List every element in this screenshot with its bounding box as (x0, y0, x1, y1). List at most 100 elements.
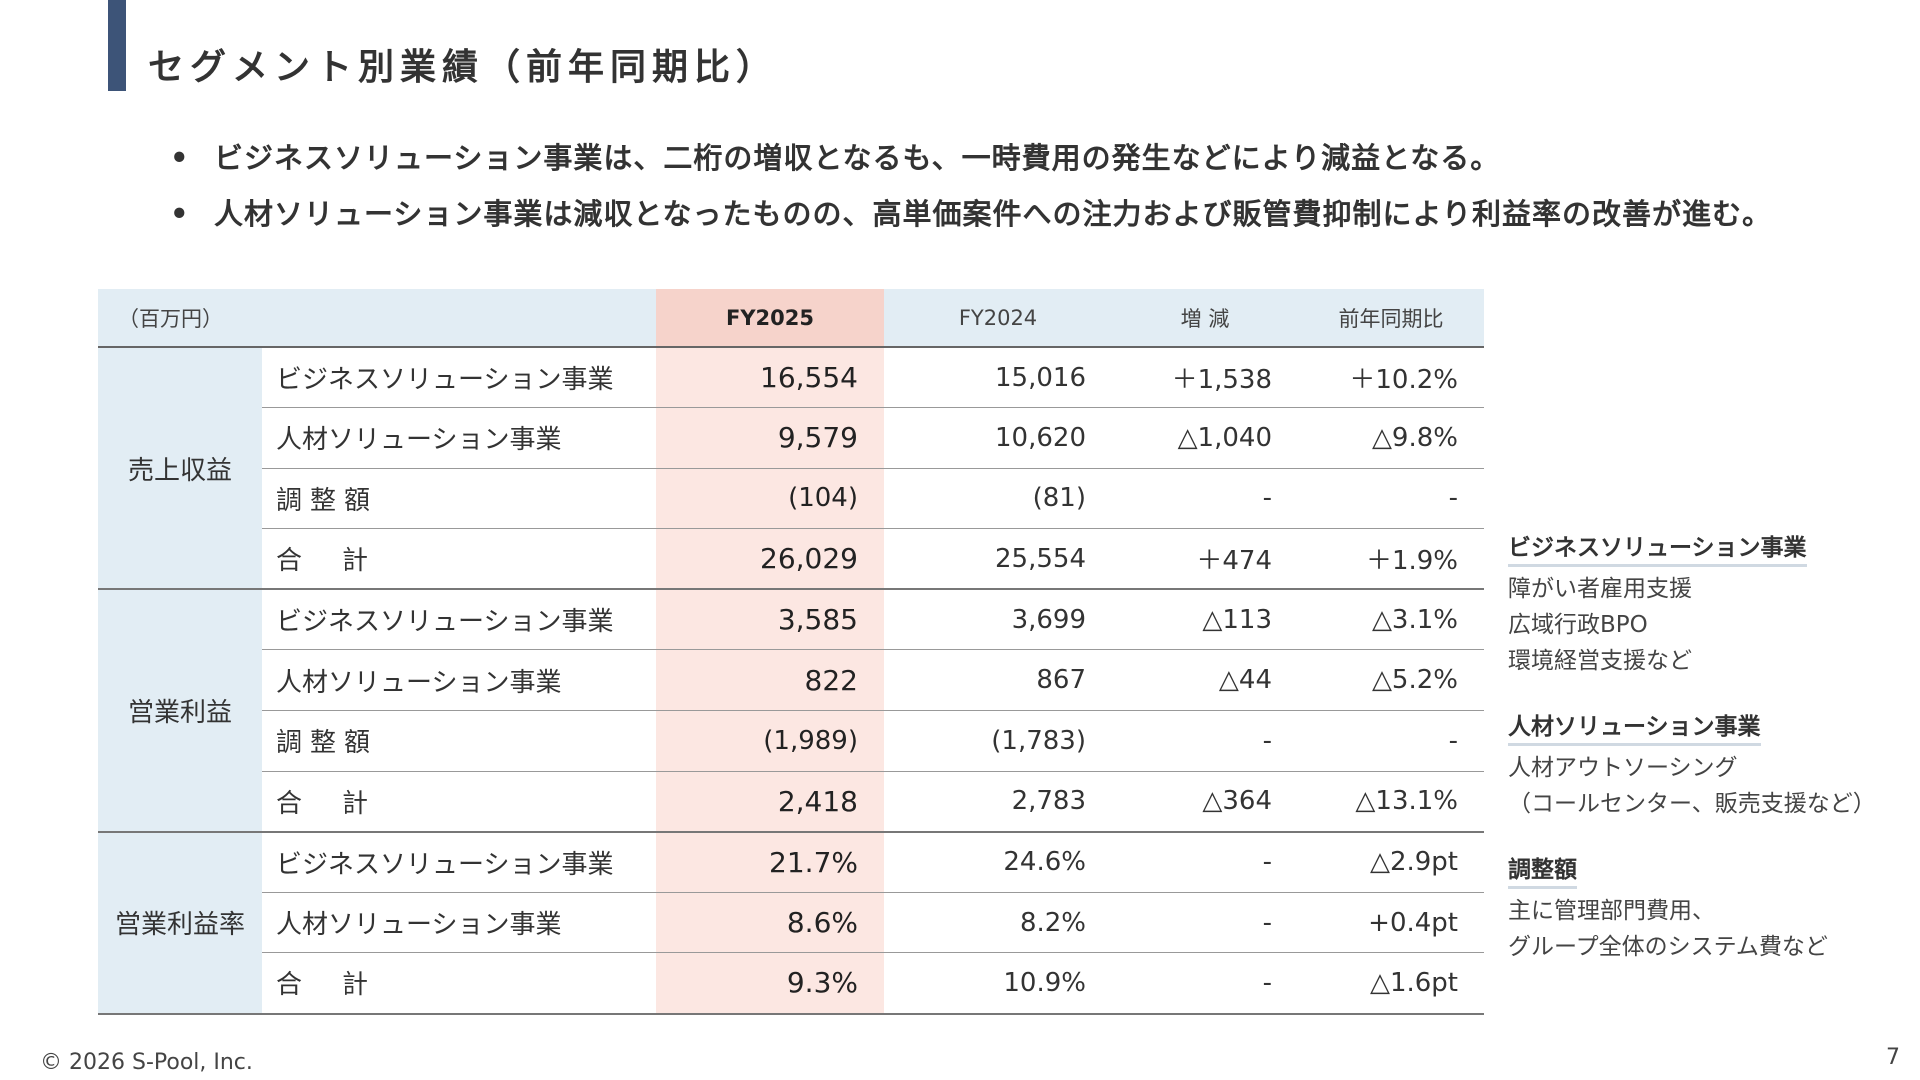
bullet-text: 人材ソリューション事業は減収となったものの、高単価案件への注力および販管費抑制に… (214, 197, 1772, 231)
group-label-operating-profit: 営業利益 (98, 589, 262, 833)
cell-yoy: △5.2% (1298, 649, 1484, 712)
summary-bullet: • ビジネスソリューション事業は、二桁の増収となるも、一時費用の発生などにより減… (162, 130, 1902, 186)
cell-fy2024: 24.6% (884, 831, 1112, 893)
cell-change: - (1112, 710, 1298, 772)
cell-fy2024: 3,699 (884, 589, 1112, 651)
summary-bullet: • 人材ソリューション事業は減収となったものの、高単価案件への注力および販管費抑… (162, 186, 1902, 242)
cell-fy2025: 3,585 (656, 589, 884, 651)
cell-yoy: - (1298, 468, 1484, 530)
note-adjustment: 調整額 主に管理部門費用、 グループ全体のシステム費など (1508, 850, 1908, 965)
table-header-row: （百万円） FY2025 FY2024 増 減 前年同期比 (98, 289, 1484, 348)
table-row: 調整額 (104) (81) - - (98, 468, 1484, 530)
cell-fy2025: (104) (656, 468, 884, 530)
copyright-footer: © 2026 S-Pool, Inc. (40, 1050, 253, 1075)
cell-yoy: △13.1% (1298, 771, 1484, 833)
cell-change: △364 (1112, 771, 1298, 833)
table-row: 合計 9.3% 10.9% - △1.6pt (98, 952, 1484, 1015)
cell-fy2024: 25,554 (884, 528, 1112, 591)
header-fy2025: FY2025 (656, 289, 884, 348)
row-label: 調整額 (262, 468, 656, 530)
cell-yoy: +0.4pt (1298, 892, 1484, 954)
cell-yoy: - (1298, 710, 1484, 772)
table-row: 合計 26,029 25,554 ＋474 ＋1.9% (98, 528, 1484, 591)
cell-fy2024: 867 (884, 649, 1112, 712)
cell-yoy: △1.6pt (1298, 952, 1484, 1015)
cell-yoy: ＋10.2% (1298, 347, 1484, 409)
cell-change: - (1112, 892, 1298, 954)
cell-fy2025: 9,579 (656, 407, 884, 469)
header-fy2024: FY2024 (884, 289, 1112, 348)
row-label: 人材ソリューション事業 (262, 407, 656, 469)
bullet-text: ビジネスソリューション事業は、二桁の増収となるも、一時費用の発生などにより減益と… (214, 141, 1501, 175)
cell-change: △44 (1112, 649, 1298, 712)
note-hr-solution: 人材ソリューション事業 人材アウトソーシング （コールセンター、販売支援など） (1508, 707, 1908, 822)
cell-change: - (1112, 952, 1298, 1015)
table-row: 人材ソリューション事業 822 867 △44 △5.2% (98, 649, 1484, 712)
row-label: ビジネスソリューション事業 (262, 589, 656, 651)
summary-bullets: • ビジネスソリューション事業は、二桁の増収となるも、一時費用の発生などにより減… (162, 130, 1902, 242)
cell-fy2025: 2,418 (656, 771, 884, 833)
table-row: 売上収益 ビジネスソリューション事業 16,554 15,016 ＋1,538 … (98, 347, 1484, 591)
note-line: （コールセンター、販売支援など） (1508, 791, 1876, 817)
note-line: グループ全体のシステム費など (1508, 934, 1828, 960)
cell-fy2024: 8.2% (884, 892, 1112, 954)
group-label-revenue: 売上収益 (98, 347, 262, 591)
cell-fy2024: 15,016 (884, 347, 1112, 409)
note-heading: ビジネスソリューション事業 (1508, 528, 1807, 567)
row-label: 人材ソリューション事業 (262, 649, 656, 712)
table-row: 人材ソリューション事業 9,579 10,620 △1,040 △9.8% (98, 407, 1484, 469)
note-line: 人材アウトソーシング (1508, 755, 1738, 781)
cell-fy2025: 822 (656, 649, 884, 712)
group-label-operating-margin: 営業利益率 (98, 831, 262, 1015)
row-label: 合計 (262, 771, 656, 833)
row-label: 合計 (262, 528, 656, 591)
cell-yoy: △3.1% (1298, 589, 1484, 651)
cell-fy2024: (81) (884, 468, 1112, 530)
note-line: 主に管理部門費用、 (1508, 898, 1715, 924)
note-line: 環境経営支援など (1508, 648, 1692, 674)
table-row: 営業利益 ビジネスソリューション事業 3,585 3,699 △113 △3.1… (98, 589, 1484, 833)
cell-fy2025: 8.6% (656, 892, 884, 954)
unit-label: （百万円） (98, 289, 656, 348)
cell-fy2025: (1,989) (656, 710, 884, 772)
note-heading: 人材ソリューション事業 (1508, 707, 1761, 746)
cell-change: - (1112, 831, 1298, 893)
cell-yoy: ＋1.9% (1298, 528, 1484, 591)
header-change: 増 減 (1112, 289, 1298, 348)
cell-fy2024: 2,783 (884, 771, 1112, 833)
cell-fy2025: 21.7% (656, 831, 884, 893)
note-business-solution: ビジネスソリューション事業 障がい者雇用支援 広域行政BPO 環境経営支援など (1508, 528, 1908, 679)
note-line: 広域行政BPO (1508, 612, 1648, 638)
note-line: 障がい者雇用支援 (1508, 576, 1692, 602)
cell-change: ＋474 (1112, 528, 1298, 591)
cell-change: - (1112, 468, 1298, 530)
cell-change: △113 (1112, 589, 1298, 651)
bullet-marker: • (170, 141, 190, 175)
cell-yoy: △2.9pt (1298, 831, 1484, 893)
row-label: 調整額 (262, 710, 656, 772)
cell-change: ＋1,538 (1112, 347, 1298, 409)
row-label: ビジネスソリューション事業 (262, 831, 656, 893)
page-number: 7 (1886, 1045, 1900, 1070)
title-accent-bar (108, 0, 126, 91)
cell-fy2024: 10.9% (884, 952, 1112, 1015)
page-title: セグメント別業績（前年同期比） (148, 47, 779, 88)
segment-results-table: （百万円） FY2025 FY2024 増 減 前年同期比 売上収益 ビジネスソ… (98, 289, 1484, 1015)
header-yoy: 前年同期比 (1298, 289, 1484, 348)
cell-fy2025: 16,554 (656, 347, 884, 409)
cell-fy2024: (1,783) (884, 710, 1112, 772)
row-label: 人材ソリューション事業 (262, 892, 656, 954)
table-row: 人材ソリューション事業 8.6% 8.2% - +0.4pt (98, 892, 1484, 954)
table-row: 合計 2,418 2,783 △364 △13.1% (98, 771, 1484, 833)
row-label: ビジネスソリューション事業 (262, 347, 656, 409)
segment-description-notes: ビジネスソリューション事業 障がい者雇用支援 広域行政BPO 環境経営支援など … (1508, 528, 1908, 993)
cell-fy2025: 9.3% (656, 952, 884, 1015)
bullet-marker: • (170, 197, 190, 231)
cell-fy2024: 10,620 (884, 407, 1112, 469)
row-label: 合計 (262, 952, 656, 1015)
table-row: 調整額 (1,989) (1,783) - - (98, 710, 1484, 772)
table-row: 営業利益率 ビジネスソリューション事業 21.7% 24.6% - △2.9pt (98, 831, 1484, 1015)
cell-change: △1,040 (1112, 407, 1298, 469)
note-heading: 調整額 (1508, 850, 1577, 889)
cell-yoy: △9.8% (1298, 407, 1484, 469)
